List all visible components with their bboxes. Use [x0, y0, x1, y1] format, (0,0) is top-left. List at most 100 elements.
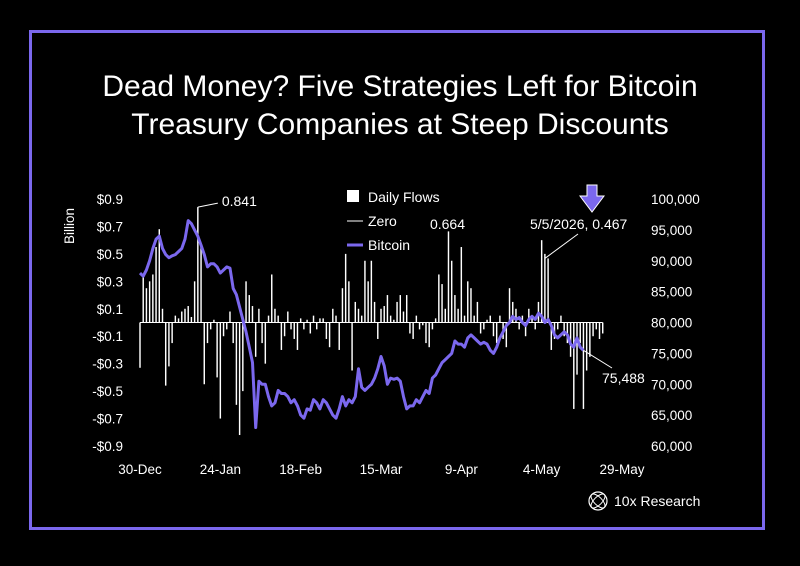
- flow-bar: [206, 322, 209, 344]
- flow-bar: [232, 322, 234, 344]
- flow-bar: [319, 318, 321, 323]
- flow-bar: [222, 322, 225, 337]
- flow-bar: [267, 315, 270, 323]
- flow-bar: [184, 308, 186, 323]
- x-tick-label: 24-Jan: [200, 462, 241, 477]
- flow-bar: [393, 319, 395, 323]
- flow-bar: [203, 322, 205, 385]
- flow-bar: [171, 322, 173, 344]
- flow-bar: [573, 322, 575, 409]
- flow-bar: [377, 322, 379, 339]
- flow-bar: [142, 275, 144, 323]
- brand-logo-icon: [588, 491, 608, 511]
- flow-bar: [158, 229, 161, 323]
- brand-logo: 10x Research: [588, 491, 700, 511]
- flow-bar: [351, 322, 353, 371]
- right-tick-label: 80,000: [651, 316, 692, 331]
- right-tick-label: 100,000: [651, 192, 700, 207]
- legend-label-flows: Daily Flows: [368, 189, 440, 205]
- flow-bar: [360, 315, 363, 323]
- flow-bar: [582, 322, 585, 409]
- flow-bar: [335, 315, 337, 323]
- flow-bar: [306, 319, 308, 323]
- flow-bar: [152, 274, 154, 323]
- flow-bar: [168, 322, 170, 367]
- left-tick-label: $0.3: [97, 274, 123, 289]
- flow-bar: [364, 260, 366, 323]
- flow-bar: [235, 322, 238, 405]
- flow-bar: [521, 315, 524, 323]
- flow-bar: [293, 322, 295, 339]
- legend-swatch-flows: [347, 190, 359, 202]
- flow-bar: [296, 322, 299, 350]
- flow-bar: [341, 288, 344, 323]
- flow-bar: [287, 311, 289, 323]
- flow-bar: [248, 295, 250, 323]
- x-tick-label: 9-Apr: [445, 462, 479, 477]
- flow-bar: [328, 322, 331, 348]
- flow-bar: [383, 306, 385, 323]
- flow-bar: [547, 258, 549, 323]
- flow-bar: [508, 288, 511, 323]
- left-tick-label: -$0.1: [92, 329, 123, 344]
- flow-bar: [187, 306, 189, 323]
- flow-bar: [405, 295, 408, 323]
- flow-bar: [338, 322, 340, 350]
- flow-bar: [489, 315, 491, 323]
- flow-bar: [463, 315, 466, 323]
- flow-bar: [579, 322, 581, 344]
- flow-bar: [422, 322, 424, 326]
- flow-bar: [303, 322, 305, 330]
- flow-bar: [454, 295, 456, 323]
- annotation-leader: [197, 202, 218, 208]
- annotation-label: 0.841: [222, 193, 257, 209]
- flow-bar: [354, 301, 357, 323]
- flow-bar: [357, 308, 360, 323]
- flow-bar: [229, 311, 231, 323]
- flow-bar: [505, 322, 508, 348]
- left-tick-label: -$0.9: [92, 439, 123, 454]
- x-tick-label: 29-May: [599, 462, 644, 477]
- x-tick-label: 30-Dec: [118, 462, 162, 477]
- flow-bar: [148, 281, 151, 323]
- flow-bar: [428, 322, 430, 348]
- flow-bar: [312, 315, 315, 323]
- flow-bar: [479, 322, 482, 334]
- right-tick-label: 60,000: [651, 439, 692, 454]
- flow-bar: [434, 318, 437, 323]
- flow-bar: [332, 308, 334, 323]
- flow-bar: [174, 315, 177, 323]
- flow-bar: [283, 322, 286, 337]
- flow-bar: [254, 322, 257, 357]
- flow-bar: [528, 308, 530, 323]
- chart-title-line-2: Treasury Companies at Steep Discounts: [131, 108, 669, 141]
- flow-bar: [444, 308, 446, 323]
- flow-bar: [418, 322, 421, 330]
- flow-bar: [585, 322, 588, 371]
- flow-bar: [492, 322, 495, 337]
- flow-bar: [322, 318, 324, 323]
- flow-bar: [145, 288, 148, 323]
- flow-bar: [515, 308, 517, 323]
- flow-bar: [193, 281, 196, 323]
- flow-bar: [576, 322, 578, 375]
- right-tick-label: 90,000: [651, 254, 692, 269]
- flow-bar: [181, 311, 183, 323]
- flow-bar: [560, 315, 562, 323]
- chart-title: Dead Money? Five Strategies Left for Bit…: [0, 68, 800, 144]
- flow-bar: [309, 322, 312, 334]
- flow-bar: [245, 281, 247, 323]
- flow-bar: [447, 231, 450, 323]
- flow-bar: [402, 311, 405, 323]
- flow-bar: [550, 322, 553, 350]
- flow-bar: [396, 301, 398, 323]
- flow-bar: [274, 308, 276, 323]
- right-tick-label: 75,000: [651, 346, 692, 361]
- flow-bar: [470, 288, 472, 323]
- flow-bar: [299, 318, 302, 323]
- flow-bar: [524, 322, 527, 337]
- flow-bar: [209, 322, 212, 330]
- flow-bar: [348, 281, 350, 323]
- flow-bar: [598, 322, 601, 339]
- flow-bar: [563, 322, 565, 337]
